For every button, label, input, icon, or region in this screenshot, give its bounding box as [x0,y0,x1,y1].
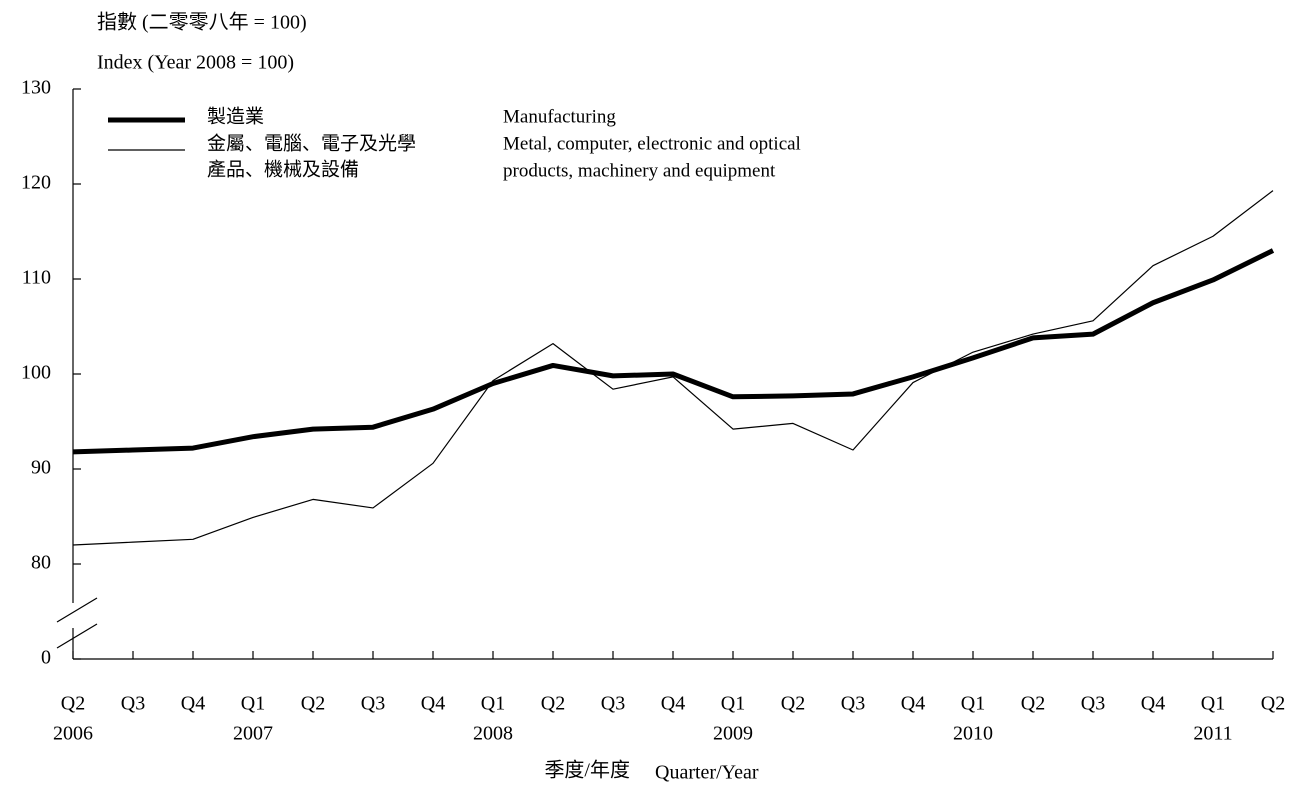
x-tick-label: Q1 [961,693,985,715]
legend-label: 金屬、電腦、電子及光學 [207,132,416,154]
y-tick-label: 130 [21,77,51,99]
x-tick-label: Q3 [601,693,625,715]
x-tick-label: Q4 [1141,693,1165,715]
axis-break [56,623,98,649]
legend-label: Metal, computer, electronic and optical [503,133,801,154]
x-tick-label: Q3 [121,693,145,715]
series-line [72,248,1275,455]
x-year-label: 2006 [53,723,93,745]
y-tick-label: 80 [31,552,51,574]
y-tick-label: 0 [41,647,51,669]
x-tick-label: Q1 [1201,693,1225,715]
y-tick-label: 120 [21,172,51,194]
legend-label: 產品、機械及設備 [207,158,359,180]
y-tick-label: 100 [21,362,51,384]
x-tick-label: Q3 [1081,693,1105,715]
series-line [72,190,1274,546]
x-tick-label: Q4 [661,693,685,715]
x-title: Quarter/Year [655,762,759,784]
x-tick-label: Q4 [901,693,925,715]
y-tick-label: 110 [22,267,51,289]
x-year-label: 2007 [233,723,273,745]
x-tick-label: Q1 [241,693,265,715]
axis-break [56,597,98,623]
x-tick-label: Q2 [1021,693,1045,715]
x-tick-label: Q4 [421,693,445,715]
x-tick-label: Q1 [721,693,745,715]
x-year-label: 2011 [1193,723,1232,745]
x-year-label: 2009 [713,723,753,745]
x-tick-label: Q2 [301,693,325,715]
x-tick-label: Q2 [541,693,565,715]
x-title: 季度/年度 [544,759,630,782]
legend-label: 製造業 [207,105,264,127]
x-tick-label: Q2 [781,693,805,715]
y-title: Index (Year 2008 = 100) [97,52,294,74]
x-tick-label: Q3 [841,693,865,715]
x-tick-label: Q3 [361,693,385,715]
x-year-label: 2008 [473,723,513,745]
x-tick-label: Q2 [61,693,85,715]
x-tick-label: Q1 [481,693,505,715]
legend-label: Manufacturing [503,106,616,127]
x-tick-label: Q2 [1261,693,1285,715]
y-tick-label: 90 [31,457,51,479]
x-tick-label: Q4 [181,693,205,715]
x-year-label: 2010 [953,723,993,745]
y-title: 指數 (二零零八年 = 100) [97,11,307,34]
legend-label: products, machinery and equipment [503,160,776,181]
